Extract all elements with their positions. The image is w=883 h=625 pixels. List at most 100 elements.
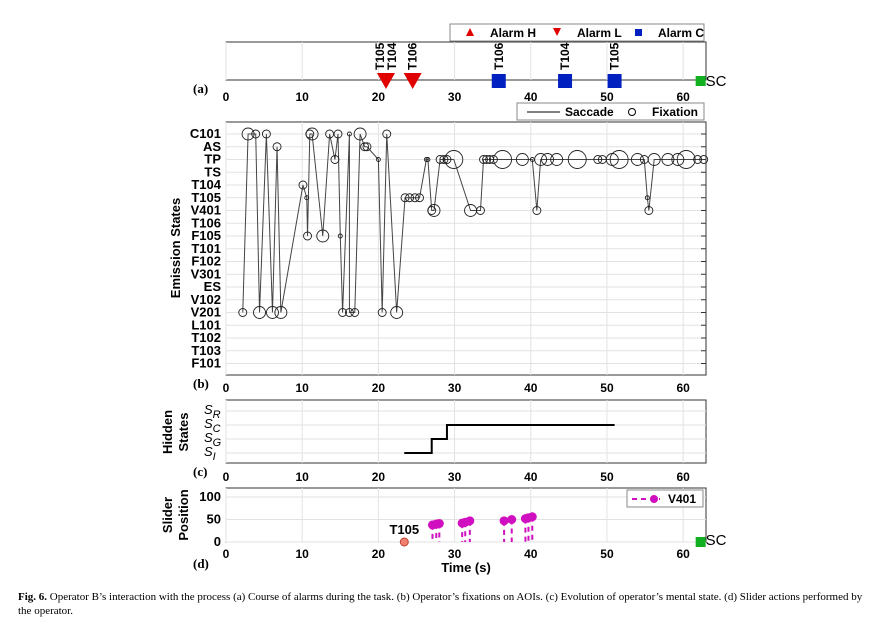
fixation-marker: [241, 127, 255, 141]
c-y-tick-label-S_R: SR: [204, 402, 221, 421]
b-x-tick-label: 40: [524, 381, 538, 395]
fixation-marker: [661, 153, 675, 166]
sc-marker: [695, 76, 706, 86]
t105-alarm-marker: [399, 537, 409, 547]
a-legend-label: Alarm C: [658, 26, 704, 40]
fixation-marker: [593, 155, 603, 164]
b-x-tick-label: 60: [676, 381, 690, 395]
fixation-marker: [298, 180, 308, 190]
fixation-marker: [439, 155, 449, 164]
fixation-marker: [266, 306, 279, 319]
b-x-tick-label: 30: [448, 381, 462, 395]
d-y-axis-label-line1: Slider: [160, 497, 175, 533]
d-sc-marker: [695, 537, 706, 547]
fixation-marker: [346, 131, 352, 137]
saccade-path: [242, 133, 704, 313]
d-y-axis-label-line2: Position: [176, 489, 191, 540]
fixation-marker: [390, 306, 404, 319]
fixation-marker: [377, 308, 387, 317]
alarm-c-marker: [491, 74, 506, 88]
fixation-marker: [693, 155, 703, 164]
c-axes-box: [225, 399, 707, 464]
b-panel-label: (b): [193, 376, 209, 391]
v401-marker: [499, 516, 509, 526]
fixation-marker: [253, 306, 266, 319]
a-legend-box: [449, 23, 705, 42]
alarm-c-marker: [607, 74, 622, 88]
a-x-tick-label: 10: [296, 90, 310, 104]
d-legend-box: [626, 489, 704, 508]
fixation-marker: [671, 153, 685, 166]
fixation-marker: [676, 150, 696, 169]
a-x-tick-label: 50: [600, 90, 614, 104]
alarm-h-legend-icon: [466, 28, 474, 36]
alarm-tag-label: T105: [373, 42, 387, 70]
fixation-marker: [515, 153, 529, 166]
c-x-tick-label: 20: [372, 470, 386, 484]
fixation-marker: [493, 150, 513, 169]
fixation-marker: [350, 308, 360, 317]
c-x-tick-label: 0: [223, 470, 230, 484]
a-x-tick-label: 40: [524, 90, 538, 104]
c-x-tick-label: 50: [600, 470, 614, 484]
fixation-marker: [435, 155, 445, 164]
fixation-marker: [423, 157, 429, 162]
d-panel-label: (d): [193, 556, 209, 571]
fixation-marker: [532, 206, 542, 215]
fixation-marker: [344, 308, 354, 317]
d-x-tick-label: 60: [676, 547, 690, 561]
b-x-tick-label: 0: [223, 381, 230, 395]
b-y-tick-label: T104: [191, 177, 221, 192]
b-y-tick-label: V401: [191, 203, 221, 218]
b-y-tick-label: T105: [191, 190, 221, 205]
fixation-marker: [400, 193, 410, 203]
fixation-marker: [550, 153, 564, 166]
fixation-marker: [630, 153, 644, 166]
b-y-tick-label: V301: [191, 266, 221, 281]
d-x-tick-label: 50: [600, 547, 614, 561]
b-y-tick-label: F101: [191, 356, 221, 371]
alarm-tag-label: T104: [385, 42, 399, 70]
a-legend-label: Alarm H: [490, 26, 536, 40]
b-y-tick-label: V201: [191, 305, 221, 320]
fixation-marker: [534, 153, 548, 166]
d-x-tick-label: 0: [223, 547, 230, 561]
alarm-l-legend-icon: [553, 28, 561, 36]
fixation-marker: [541, 153, 554, 166]
alarm-tag-label: T106: [492, 42, 506, 70]
c-y-tick-label-S_G: SG: [204, 430, 222, 449]
fixation-marker: [261, 129, 271, 139]
a-axes-box: [225, 41, 707, 81]
fixation-marker: [362, 142, 372, 152]
fixation-legend-icon: [628, 108, 636, 116]
fixation-marker: [303, 231, 312, 241]
a-x-tick-label: 30: [448, 90, 462, 104]
b-y-tick-label: AS: [203, 139, 221, 154]
fixation-marker: [382, 129, 392, 139]
b-x-tick-label: 10: [296, 381, 310, 395]
fixation-marker: [274, 306, 288, 319]
d-y-tick-label: 50: [207, 512, 221, 527]
a-x-tick-label: 0: [223, 90, 230, 104]
b-legend-label: Fixation: [652, 105, 698, 119]
b-legend-label: Saccade: [565, 105, 614, 119]
b-y-tick-label: V102: [191, 292, 221, 307]
fixation-marker: [375, 157, 381, 162]
b-y-tick-label: T103: [191, 343, 221, 358]
hidden-state-line: [404, 424, 615, 454]
b-y-tick-label: TP: [204, 152, 221, 167]
b-y-tick-label: T101: [191, 241, 221, 256]
fixation-marker: [427, 204, 441, 217]
b-x-tick-label: 50: [600, 381, 614, 395]
d-x-tick-label: 30: [448, 547, 462, 561]
v401-marker: [434, 519, 444, 529]
alarm-tag-label: T104: [558, 42, 572, 70]
alarm-c-marker: [558, 74, 573, 88]
d-sc-label: SC: [706, 532, 727, 549]
c-x-tick-label: 10: [296, 470, 310, 484]
b-y-tick-label: C101: [190, 126, 221, 141]
fixation-marker: [333, 129, 343, 139]
fixation-marker: [644, 206, 654, 215]
